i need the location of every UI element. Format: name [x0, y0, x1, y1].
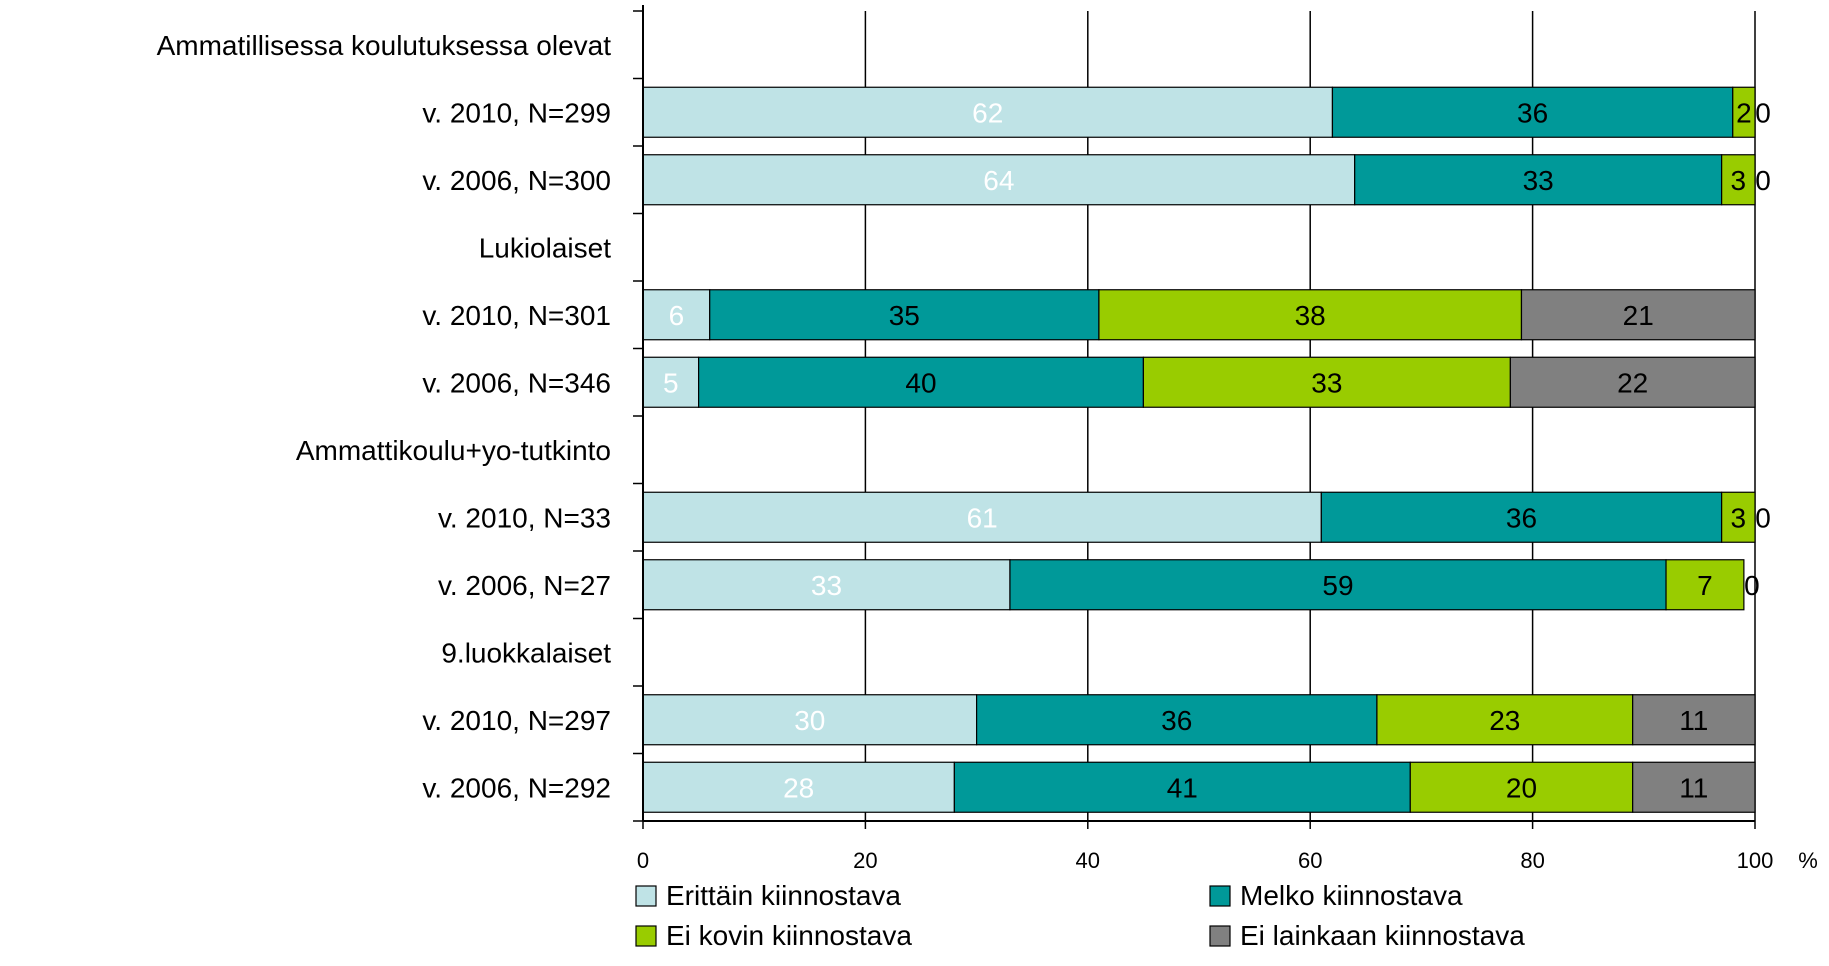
legend-label: Ei lainkaan kiinnostava	[1240, 920, 1525, 951]
data-label: 20	[1506, 772, 1537, 803]
data-label: 59	[1322, 570, 1353, 601]
x-axis-tick-labels: 0 20 40 60 80 100	[637, 848, 1773, 873]
category-label: v. 2006, N=300	[422, 165, 611, 196]
bar-segment	[642, 491, 1322, 543]
category-label: v. 2006, N=346	[422, 367, 611, 398]
bar-segment	[1721, 491, 1756, 543]
data-label: 28	[783, 772, 814, 803]
data-label: 0	[1755, 502, 1771, 533]
bar-segment	[1509, 356, 1756, 408]
x-tick-label: 80	[1520, 848, 1544, 873]
gridlines	[864, 11, 1756, 821]
x-tick-label: 100	[1737, 848, 1774, 873]
data-label: 41	[1167, 772, 1198, 803]
bar-segment	[1632, 694, 1756, 746]
legend-label: Erittäin kiinnostava	[666, 880, 901, 911]
bar-segment	[1142, 356, 1511, 408]
data-label: 35	[889, 300, 920, 331]
data-label: 61	[967, 502, 998, 533]
x-tick-label: 60	[1298, 848, 1322, 873]
category-labels: Ammatillisessa koulutuksessa olevat v. 20…	[157, 30, 612, 804]
bar-segment	[642, 559, 1011, 611]
data-label: 33	[1523, 165, 1554, 196]
data-label: 38	[1295, 300, 1326, 331]
bar-segment	[1376, 694, 1634, 746]
category-label: v. 2010, N=297	[422, 705, 611, 736]
data-label: 33	[1311, 367, 1342, 398]
data-label: 11	[1679, 772, 1708, 803]
x-tick-label: 20	[853, 848, 877, 873]
data-label: 11	[1679, 705, 1708, 736]
data-label: 36	[1161, 705, 1192, 736]
data-label: 40	[905, 367, 936, 398]
bar-segment	[1732, 86, 1756, 138]
category-label: v. 2010, N=299	[422, 97, 611, 128]
category-label: Ammattikoulu+yo-tutkinto	[296, 435, 611, 466]
bar-segment	[1632, 761, 1756, 813]
bar-segment	[953, 761, 1411, 813]
x-tick-label: 0	[637, 848, 649, 873]
data-label: 0	[1744, 570, 1760, 601]
bar-segment	[1009, 559, 1667, 611]
legend-swatch	[1209, 885, 1231, 907]
bar-segment	[709, 289, 1100, 341]
legend-swatch	[635, 925, 657, 947]
data-label: 3	[1731, 502, 1747, 533]
bar-segment	[1409, 761, 1634, 813]
data-label: 30	[794, 705, 825, 736]
bar-segment	[642, 86, 1334, 138]
legend-label: Melko kiinnostava	[1240, 880, 1463, 911]
data-label: 7	[1697, 570, 1713, 601]
bar-segment	[697, 356, 1144, 408]
legend-swatch	[635, 885, 657, 907]
data-label: 0	[1755, 97, 1771, 128]
category-label: Ammatillisessa koulutuksessa olevat	[157, 30, 612, 61]
bar-segment	[642, 289, 711, 341]
data-label: 23	[1489, 705, 1520, 736]
data-label: 6	[669, 300, 685, 331]
category-label: 9.luokkalaiset	[441, 637, 611, 668]
category-label: v. 2010, N=33	[438, 502, 611, 533]
data-label: 36	[1517, 97, 1548, 128]
data-label: 0	[1755, 165, 1771, 196]
data-label: 21	[1623, 300, 1654, 331]
axes	[633, 5, 1756, 829]
data-label: 3	[1731, 165, 1747, 196]
legend-label: Ei kovin kiinnostava	[666, 920, 912, 951]
bar-segment	[1520, 289, 1756, 341]
data-label: 64	[983, 165, 1014, 196]
bar-segment	[1665, 559, 1745, 611]
data-label: 22	[1617, 367, 1648, 398]
data-label: 5	[663, 367, 679, 398]
data-label: 33	[811, 570, 842, 601]
bar-segment	[1098, 289, 1523, 341]
legend: Erittäin kiinnostava Melko kiinnostava Ei …	[635, 880, 1525, 951]
bar-segment	[642, 761, 955, 813]
bar-segment	[975, 694, 1378, 746]
category-label: Lukiolaiset	[479, 232, 612, 263]
data-label: 62	[972, 97, 1003, 128]
x-axis-unit: %	[1798, 848, 1818, 873]
data-label: 2	[1736, 97, 1752, 128]
data-label: 36	[1506, 502, 1537, 533]
x-tick-label: 40	[1076, 848, 1100, 873]
category-label: v. 2006, N=27	[438, 570, 611, 601]
bar-segment	[1721, 154, 1756, 206]
category-label: v. 2010, N=301	[422, 300, 611, 331]
category-label: v. 2006, N=292	[422, 772, 611, 803]
bar-segment	[1320, 491, 1723, 543]
legend-swatch	[1209, 925, 1231, 947]
bar-segment	[1331, 86, 1734, 138]
